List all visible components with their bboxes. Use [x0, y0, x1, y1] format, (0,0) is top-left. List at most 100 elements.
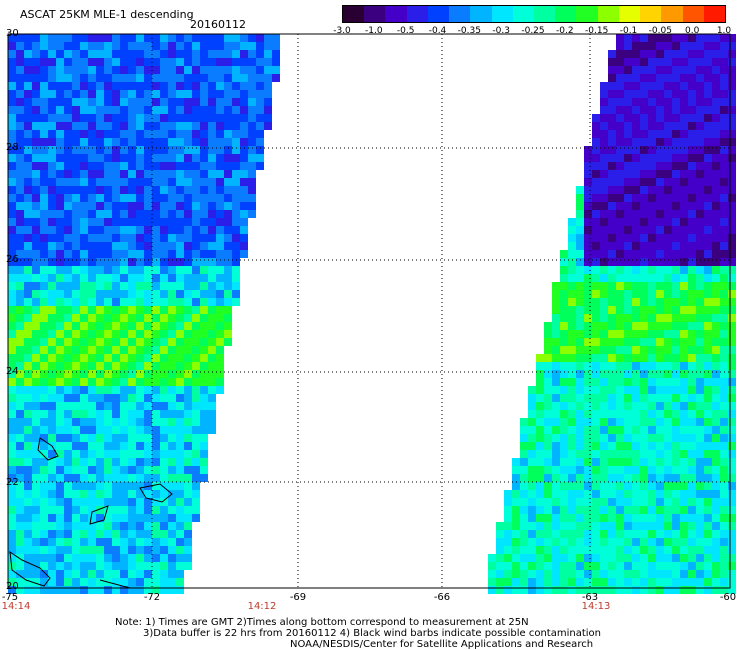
swath-cell [528, 514, 536, 522]
swath-cell [656, 218, 664, 226]
swath-cell [184, 386, 192, 394]
swath-cell [184, 458, 192, 466]
swath-cell [608, 378, 616, 386]
swath-cell [712, 418, 720, 426]
swath-cell [672, 242, 680, 250]
swath-cell [208, 242, 216, 250]
swath-cell [616, 570, 624, 578]
swath-cell [688, 586, 696, 594]
swath-cell [40, 450, 48, 458]
swath-cell [720, 362, 728, 370]
swath-cell [208, 282, 216, 290]
swath-cell [664, 498, 672, 506]
swath-cell [24, 578, 32, 586]
swath-cell [192, 394, 200, 402]
swath-cell [192, 58, 200, 66]
swath-cell [680, 434, 688, 442]
swath-cell [664, 66, 672, 74]
swath-cell [72, 226, 80, 234]
swath-cell [608, 346, 616, 354]
swath-cell [48, 122, 56, 130]
swath-cell [144, 178, 152, 186]
swath-cell [160, 458, 168, 466]
swath-cell [576, 546, 584, 554]
swath-cell [128, 130, 136, 138]
swath-cell [616, 258, 624, 266]
swath-cell [16, 314, 24, 322]
swath-cell [88, 562, 96, 570]
swath-cell [608, 506, 616, 514]
swath-cell [568, 466, 576, 474]
swath-cell [632, 586, 640, 594]
swath-cell [712, 42, 720, 50]
swath-cell [72, 522, 80, 530]
lat-label-22: 22 [6, 477, 19, 488]
swath-cell [32, 522, 40, 530]
swath-cell [624, 530, 632, 538]
swath-cell [8, 90, 16, 98]
swath-cell [64, 226, 72, 234]
swath-cell [232, 122, 240, 130]
swath-cell [624, 474, 632, 482]
swath-cell [32, 322, 40, 330]
swath-cell [600, 162, 608, 170]
swath-cell [568, 498, 576, 506]
swath-cell [128, 514, 136, 522]
swath-cell [56, 530, 64, 538]
swath-cell [656, 186, 664, 194]
swath-cell [608, 250, 616, 258]
swath-cell [704, 194, 712, 202]
swath-cell [640, 410, 648, 418]
swath-cell [696, 258, 704, 266]
swath-cell [96, 138, 104, 146]
swath-cell [232, 106, 240, 114]
swath-cell [16, 514, 24, 522]
swath-cell [176, 154, 184, 162]
swath-cell [16, 114, 24, 122]
swath-cell [32, 282, 40, 290]
swath-cell [672, 514, 680, 522]
swath-cell [704, 578, 712, 586]
swath-cell [216, 178, 224, 186]
swath-cell [672, 314, 680, 322]
swath-cell [616, 98, 624, 106]
swath-cell [128, 282, 136, 290]
swath-cell [240, 106, 248, 114]
swath-cell [184, 338, 192, 346]
swath-cell [624, 50, 632, 58]
swath-cell [192, 194, 200, 202]
swath-cell [248, 162, 256, 170]
swath-cell [96, 546, 104, 554]
swath-cell [64, 490, 72, 498]
swath-cell [704, 498, 712, 506]
swath-cell [640, 122, 648, 130]
swath-cell [224, 122, 232, 130]
swath-cell [24, 306, 32, 314]
swath-cell [184, 330, 192, 338]
swath-cell [64, 394, 72, 402]
swath-cell [600, 314, 608, 322]
swath-cell [536, 434, 544, 442]
swath-cell [144, 474, 152, 482]
swath-cell [704, 42, 712, 50]
swath-cell [152, 250, 160, 258]
swath-cell [632, 354, 640, 362]
swath-cell [712, 154, 720, 162]
swath-cell [168, 178, 176, 186]
swath-cell [88, 354, 96, 362]
swath-cell [24, 322, 32, 330]
swath-cell [576, 226, 584, 234]
swath-cell [512, 522, 520, 530]
swath-cell [664, 362, 672, 370]
swath-cell [176, 554, 184, 562]
swath-cell [728, 530, 736, 538]
swath-cell [24, 210, 32, 218]
swath-cell [592, 338, 600, 346]
swath-cell [632, 218, 640, 226]
swath-cell [24, 338, 32, 346]
swath-cell [120, 362, 128, 370]
swath-cell [96, 106, 104, 114]
swath-cell [200, 434, 208, 442]
swath-cell [128, 178, 136, 186]
swath-cell [624, 386, 632, 394]
